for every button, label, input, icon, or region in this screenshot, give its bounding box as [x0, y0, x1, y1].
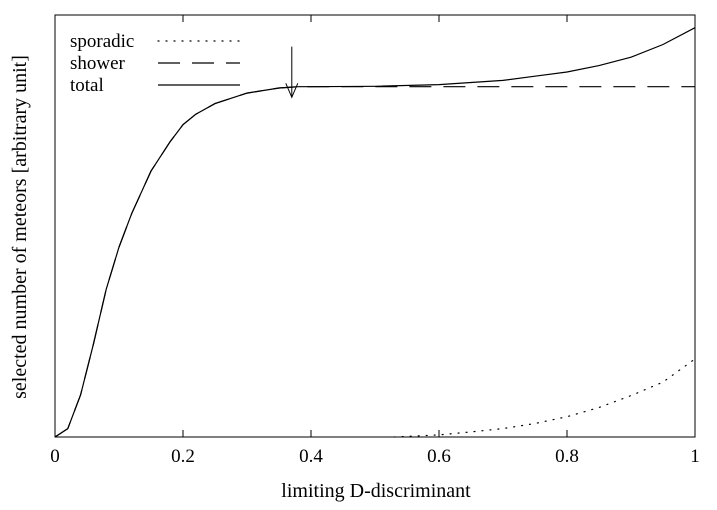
x-tick-label-3: 0.6	[427, 446, 451, 467]
series-line-sporadic	[393, 358, 696, 438]
legend-label-sporadic: sporadic	[70, 31, 134, 52]
series-line-total	[54, 27, 696, 438]
x-tick-label-2: 0.4	[299, 446, 323, 467]
x-tick-label-5: 1	[690, 446, 700, 467]
plot-area	[54, 14, 696, 438]
x-tick-label-0: 0	[50, 446, 60, 467]
axes-layer: 0 0.2 0.4 0.6 0.8 1	[50, 15, 700, 467]
x-tick-label-1: 0.2	[171, 446, 195, 467]
annotation-layer	[285, 46, 299, 99]
x-tick-label-4: 0.8	[555, 446, 579, 467]
plot-frame	[54, 14, 696, 438]
y-axis-label: selected number of meteors [arbitrary un…	[9, 55, 31, 399]
arrow-head	[285, 83, 299, 99]
series-line-shower	[54, 86, 695, 438]
legend-label-shower: shower	[70, 53, 126, 74]
series-layer	[54, 27, 696, 438]
legend-label-total: total	[70, 75, 104, 96]
x-axis-label: limiting D-discriminant	[281, 480, 471, 502]
